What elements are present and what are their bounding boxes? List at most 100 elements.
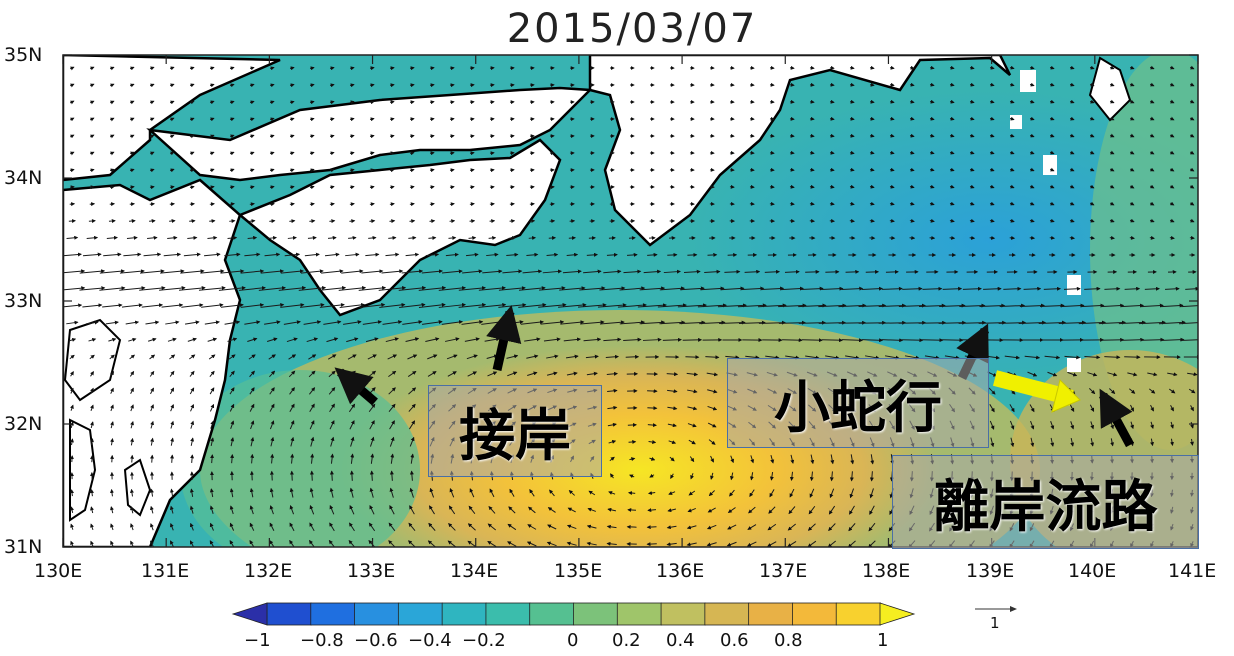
current-vector [287,235,297,240]
current-vector [429,151,435,156]
current-vector [522,269,543,274]
current-vector [1029,235,1036,240]
current-vector [369,219,376,224]
current-vector [1188,388,1196,394]
colorbar-segment [441,602,487,626]
current-vector [461,320,484,325]
current-vector [969,184,975,189]
current-vector [524,337,541,342]
current-vector [269,403,275,412]
current-vector [343,320,362,325]
current-vector [249,83,255,88]
current-vector [1169,167,1175,172]
current-vector [103,252,122,257]
current-vector [209,370,215,377]
current-vector [247,235,258,240]
current-vector [1165,286,1180,291]
current-vector [825,355,840,360]
current-vector [869,167,875,172]
current-vector [349,470,354,481]
current-vector [889,167,895,172]
current-vector [568,236,576,240]
current-vector [445,337,460,342]
current-vector [949,65,955,70]
current-vector [881,286,903,291]
current-vector [365,337,379,343]
current-vector [418,302,446,308]
current-vector [189,370,195,377]
current-vector [979,303,1006,308]
current-vector [229,100,235,105]
current-vector [63,252,82,257]
current-vector [382,320,403,325]
current-vector [1168,388,1176,394]
current-vector [1069,65,1075,70]
current-vector [663,269,681,274]
current-vector [86,235,99,240]
current-vector [309,202,315,207]
current-vector [563,337,582,342]
colorbar-tick-label: 0.2 [612,630,641,651]
current-vector [244,320,261,325]
current-vector [405,252,420,257]
current-vector [468,235,477,240]
current-vector [323,320,342,325]
current-vector [209,117,215,122]
current-vector [949,82,955,87]
current-vector [328,387,336,395]
current-vector [466,354,478,360]
current-vector [785,355,800,360]
current-vector [329,202,335,207]
current-vector [1009,184,1015,189]
current-vector [1009,99,1015,104]
current-vector [389,83,395,88]
current-vector [1029,404,1035,413]
current-vector [989,167,995,172]
current-vector [909,133,915,138]
current-vector [109,151,115,156]
current-vector [70,404,74,411]
current-vector [149,185,155,190]
current-vector [989,218,995,223]
current-vector [586,252,598,257]
current-vector [130,421,134,429]
x-tick-label: 136E [656,560,705,582]
current-vector [989,150,995,155]
current-vector [1063,286,1081,291]
current-vector [809,184,815,189]
current-vector [1078,320,1107,325]
current-vector [586,371,598,376]
current-vector [488,235,497,240]
current-vector [1109,184,1115,189]
current-vector [238,285,266,291]
current-vector [149,202,155,207]
current-vector [86,320,99,325]
current-vector [169,117,175,122]
current-vector [482,269,503,274]
current-vector [509,219,516,224]
current-vector [458,286,486,291]
current-vector [427,354,438,360]
current-vector [210,454,215,464]
current-vector [249,117,255,122]
current-vector [969,167,975,172]
current-vector [324,252,340,257]
current-vector [329,168,335,173]
current-vector [1009,218,1015,223]
current-vector [818,303,847,308]
current-vector [969,201,975,206]
current-vector [248,354,256,360]
current-vector [1089,167,1095,172]
current-vector [647,252,658,257]
current-vector [938,320,967,325]
current-vector [1189,82,1195,87]
current-vector [740,286,765,291]
current-vector [1149,116,1155,121]
current-vector [268,354,276,360]
current-vector [489,185,495,190]
current-vector [163,252,182,257]
current-vector [267,235,278,240]
current-vector [229,134,235,139]
current-vector [579,286,606,291]
current-vector [685,355,700,360]
